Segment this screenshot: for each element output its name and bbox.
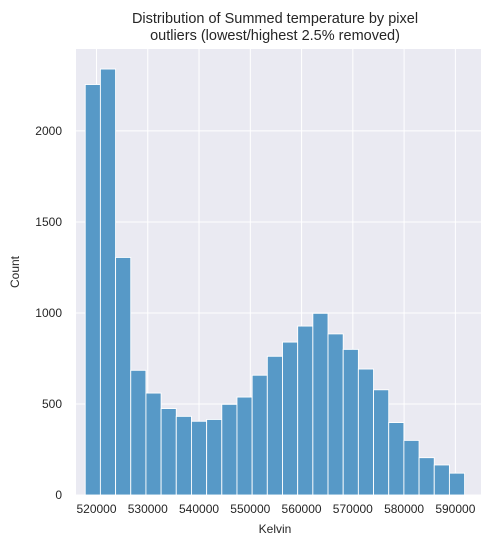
histogram-bar [373,389,390,496]
histogram-bars [84,68,466,496]
y-tick-label: 1000 [35,306,62,320]
chart-title-line-1: Distribution of Summed temperature by pi… [132,11,418,27]
histogram-bar [191,420,208,496]
histogram-bar [433,464,450,496]
histogram-bar [297,325,314,496]
histogram-bar [342,348,359,496]
histogram-bar [130,369,147,496]
y-tick-label: 500 [42,397,62,411]
histogram-bar [327,333,344,496]
x-tick-label: 590000 [435,502,475,516]
histogram-bar [236,396,253,496]
histogram-bar [160,408,177,496]
histogram-bar [282,341,299,496]
histogram-bar [84,84,101,496]
y-tick-label: 1500 [35,215,62,229]
histogram-bar [448,472,466,496]
histogram-bar [115,256,132,496]
histogram-bar [403,439,420,496]
y-axis-label: Count [8,255,22,288]
histogram-bar [175,415,192,496]
x-tick-label: 540000 [179,502,219,516]
x-tick-label: 580000 [384,502,424,516]
x-tick-label: 560000 [282,502,322,516]
histogram-bar [99,68,117,496]
x-axis-label: Kelvin [259,522,292,536]
histogram-bar [388,422,405,496]
histogram-bar [357,368,374,496]
x-tick-labels: 520000 530000 540000 550000 560000 570000 5800… [76,502,475,516]
y-tick-label: 2000 [35,124,62,138]
y-tick-label: 0 [55,488,62,502]
histogram-bar [221,403,238,496]
histogram-bar [145,392,162,496]
histogram-bar [251,374,268,496]
histogram-bar [206,419,223,496]
histogram-bar [418,457,435,496]
histogram-bar [266,355,283,496]
histogram-bar [312,312,329,496]
y-tick-labels: 0 500 1000 1500 2000 [35,124,62,502]
x-tick-label: 530000 [128,502,168,516]
x-tick-label: 550000 [230,502,270,516]
chart-title-line-2: outliers (lowest/highest 2.5% removed) [150,28,400,44]
x-tick-label: 520000 [76,502,116,516]
x-tick-label: 570000 [333,502,373,516]
